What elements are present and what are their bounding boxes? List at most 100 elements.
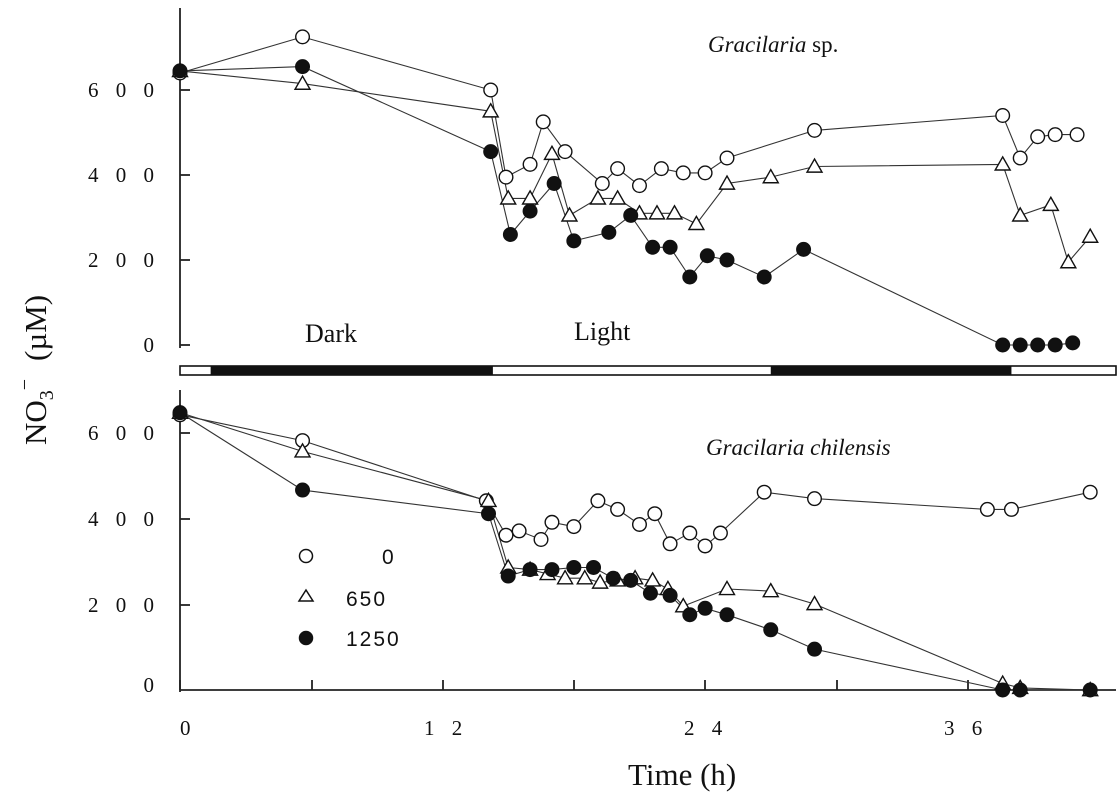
bottom-series-1250-point [763, 622, 779, 638]
top-markers [171, 29, 1099, 353]
x-tick-label-24: 2 4 [684, 716, 728, 740]
bottom-series-650-point [762, 582, 780, 598]
bottom-markers [171, 403, 1099, 698]
photoperiod-dark-segment-1 [210, 366, 493, 375]
top-series-0-point [498, 169, 514, 185]
bottom-series-1250-point [623, 572, 639, 588]
top-series-650-point [589, 189, 607, 205]
top-series-650-point [1011, 206, 1029, 222]
bottom-series-1250-point [605, 570, 621, 586]
top-series-0-point [697, 165, 713, 181]
top-series-1250-point [1047, 337, 1063, 353]
bottom-series-650-point [805, 595, 824, 611]
legend-label-0: 0 [382, 546, 396, 569]
top-series-1250-point [623, 207, 639, 223]
top-series-1250-point [601, 224, 617, 240]
bottom-series-650-point [643, 571, 662, 587]
bottom-panel-title: Gracilaria chilensis [706, 435, 891, 460]
dark-period-label: Dark [305, 319, 357, 348]
x-axis-title: Time (h) [628, 757, 736, 792]
bottom-series-0-point [566, 519, 582, 535]
top-series-650-point [608, 189, 627, 205]
bottom-series-0-point [610, 501, 626, 517]
light-period-label: Light [574, 317, 631, 346]
top-series-0-point [1030, 129, 1046, 145]
bottom-series-1250-point [662, 587, 678, 603]
bottom-y-tick-label-400: 4 0 0 [88, 507, 160, 531]
bottom-series-0-point [498, 527, 514, 543]
bottom-series-1250-point [1082, 682, 1098, 698]
top-y-tick-label-200: 2 0 0 [88, 248, 160, 272]
top-series-layer [171, 29, 1099, 353]
bottom-y-tick-label-200: 2 0 0 [88, 593, 160, 617]
bottom-series-0-point [662, 536, 678, 552]
bottom-panel-title-species: Gracilaria chilensis [706, 435, 891, 460]
bottom-series-1250-point [719, 607, 735, 623]
legend-symbol-filled-circle [298, 630, 314, 646]
bottom-series-650-point [556, 569, 574, 585]
top-series-1250-point [719, 252, 735, 268]
bottom-series-0-point [697, 538, 713, 554]
top-y-tick-label-0: 0 [144, 333, 161, 357]
legend-label-1250: 1250 [346, 628, 401, 651]
top-series-650-point [762, 168, 780, 184]
top-series-0-line [179, 36, 1078, 187]
legend-symbol-open-triangle [297, 588, 315, 602]
bottom-lines [179, 412, 1091, 691]
top-series-0-point [557, 144, 573, 160]
bottom-series-1250-point [1012, 682, 1028, 698]
bottom-series-0-point [631, 516, 647, 532]
top-series-1250-point [756, 269, 772, 285]
bottom-series-0-point [807, 491, 823, 507]
top-panel-title-genus: Gracilaria [708, 32, 806, 57]
top-series-650-point [521, 189, 539, 205]
photoperiod-bar [179, 365, 1117, 376]
bottom-series-1250-point [500, 568, 516, 584]
y-axis-title-main: NO [18, 400, 53, 445]
top-series-1250-point [566, 233, 582, 249]
bottom-series-0-point [756, 484, 772, 500]
top-series-650-point [560, 206, 579, 222]
bottom-series-0-point [533, 532, 549, 548]
bottom-series-1250-point [586, 559, 602, 575]
x-tick-label-12: 1 2 [424, 716, 468, 740]
top-series-1250-line [179, 66, 1073, 346]
top-series-1250-point [483, 144, 499, 160]
top-series-0-point [1047, 127, 1063, 143]
top-series-0-point [1069, 127, 1085, 143]
top-series-1250-point [502, 226, 518, 242]
photoperiod-dark-segment-3 [770, 366, 1012, 375]
bottom-series-0-point [712, 525, 728, 541]
top-series-1250-point [1012, 337, 1028, 353]
top-series-0-point [295, 29, 311, 45]
top-series-1250-point [546, 175, 562, 191]
top-series-0-point [719, 150, 735, 166]
top-panel-title: Gracilaria sp. [708, 32, 838, 57]
top-series-650-line [179, 70, 1091, 264]
top-series-650-point [648, 204, 666, 220]
bottom-series-1250-point [697, 600, 713, 616]
legend: 0 650 1250 [297, 546, 401, 651]
top-series-0-point [522, 156, 538, 172]
bottom-series-0-point [590, 493, 606, 509]
panel-top: 0 2 0 0 4 0 0 6 0 0 Gracilaria sp. Dark … [88, 8, 1099, 357]
x-tick-label-0: 0 [180, 716, 197, 740]
y-axis-title: NO3− (µM) [14, 295, 58, 445]
panel-bottom: 0 2 0 0 4 0 0 6 0 0 0 1 2 2 4 3 6 Time (… [88, 390, 1116, 792]
photoperiod-frame [179, 365, 1117, 376]
top-series-0-point [807, 122, 823, 138]
top-series-0-point [610, 161, 626, 177]
bottom-series-0-point [1082, 484, 1098, 500]
top-series-1250-point [662, 239, 678, 255]
y-axis-title-superscript: − [14, 379, 36, 390]
bottom-series-650-point [576, 569, 594, 585]
bottom-series-1250-point [642, 585, 658, 601]
top-series-650-point [543, 144, 561, 161]
bottom-series-1250-point [544, 562, 560, 578]
bottom-series-650-point [718, 580, 736, 596]
bottom-series-0-point [544, 514, 560, 530]
top-series-0-point [1012, 150, 1028, 166]
top-panel-title-species: sp. [806, 32, 838, 57]
top-series-650-point [499, 189, 517, 205]
bottom-series-1250-point [807, 641, 823, 657]
